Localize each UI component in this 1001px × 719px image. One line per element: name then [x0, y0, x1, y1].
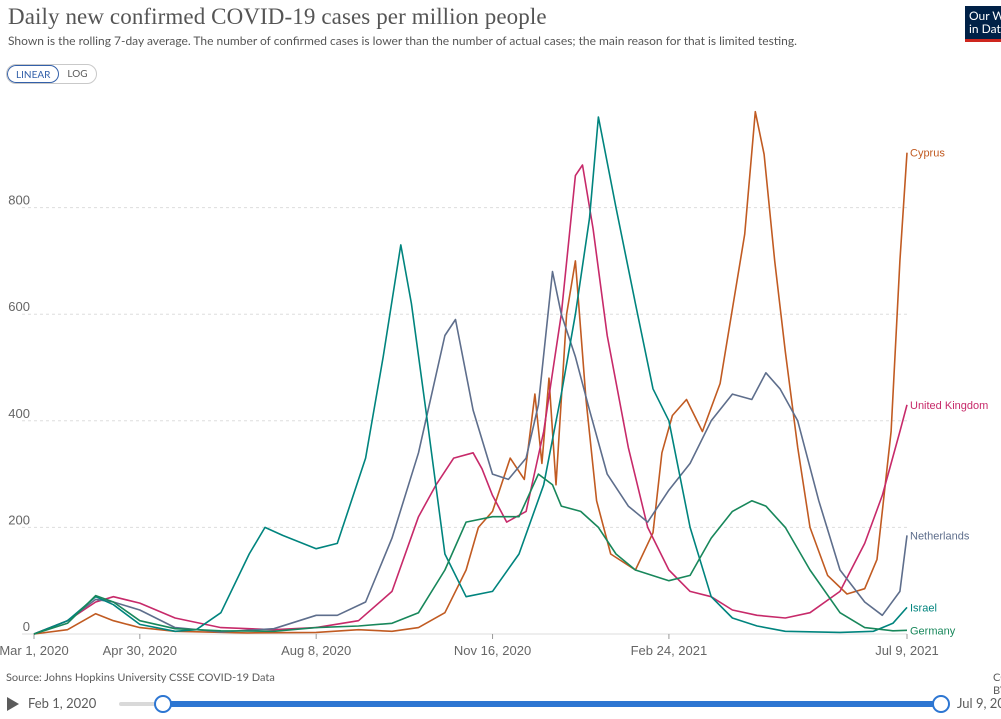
y-tick-label: 600	[8, 299, 30, 314]
license-note[interactable]: CC BY	[993, 671, 1001, 697]
line-chart: 0 200 400 600 800 Mar 1, 2020 Apr 30, 2020 Aug…	[0, 110, 988, 658]
series-lines	[33, 110, 908, 635]
source-note[interactable]: Source: Johns Hopkins University CSSE CO…	[6, 671, 275, 684]
series-line-germany[interactable]	[33, 473, 908, 635]
series-line-israel[interactable]	[33, 116, 908, 635]
y-tick-label: 200	[8, 512, 30, 527]
timeline-start-handle[interactable]	[154, 695, 172, 713]
series-label-netherlands[interactable]: Netherlands	[910, 530, 970, 542]
series-label-united-kingdom[interactable]: United Kingdom	[910, 400, 988, 412]
log-scale-button[interactable]: LOG	[67, 68, 88, 80]
y-tick-label: 0	[23, 619, 30, 634]
series-label-cyprus[interactable]: Cyprus	[910, 148, 945, 160]
series-line-united-kingdom[interactable]	[33, 164, 908, 635]
x-axis-ticks: Mar 1, 2020 Apr 30, 2020 Aug 8, 2020 Nov 16…	[0, 634, 939, 658]
series-label-germany[interactable]: Germany	[910, 625, 956, 637]
series-label-israel[interactable]: Israel	[910, 602, 937, 614]
y-gridlines	[22, 207, 907, 635]
x-tick-label: Feb 24, 2021	[631, 643, 708, 658]
owid-logo[interactable]: Our World in Data	[965, 6, 1001, 42]
timeline-end-label: Jul 9, 2021	[957, 695, 1001, 711]
series-line-cyprus[interactable]	[33, 110, 908, 635]
logo-line-1: Our World	[969, 8, 1001, 23]
x-tick-label: Aug 8, 2020	[281, 643, 351, 658]
logo-line-2: in Data	[969, 21, 1001, 36]
x-tick-label: Mar 1, 2020	[0, 643, 69, 658]
linear-scale-button[interactable]: LINEAR	[7, 65, 60, 83]
chart-subtitle: Shown is the rolling 7-day average. The …	[8, 33, 797, 48]
series-labels: Cyprus United Kingdom Netherlands Israel Ger…	[910, 148, 988, 638]
y-tick-label: 400	[8, 406, 30, 421]
y-tick-label: 800	[8, 193, 30, 208]
chart-title: Daily new confirmed COVID-19 cases per m…	[8, 4, 547, 29]
timeline-end-handle[interactable]	[932, 695, 950, 713]
series-line-netherlands[interactable]	[33, 270, 908, 635]
timeline-range	[163, 701, 941, 707]
x-tick-label: Apr 30, 2020	[103, 643, 177, 658]
x-tick-label: Jul 9, 2021	[875, 643, 939, 658]
timeline-start-label: Feb 1, 2020	[28, 695, 97, 711]
play-icon[interactable]	[7, 697, 19, 711]
x-tick-label: Nov 16, 2020	[454, 643, 531, 658]
y-axis-ticks: 0 200 400 600 800	[8, 193, 30, 634]
timeline: Feb 1, 2020 Jul 9, 2021	[0, 690, 1001, 719]
scale-toggle: LINEAR LOG	[6, 64, 97, 84]
